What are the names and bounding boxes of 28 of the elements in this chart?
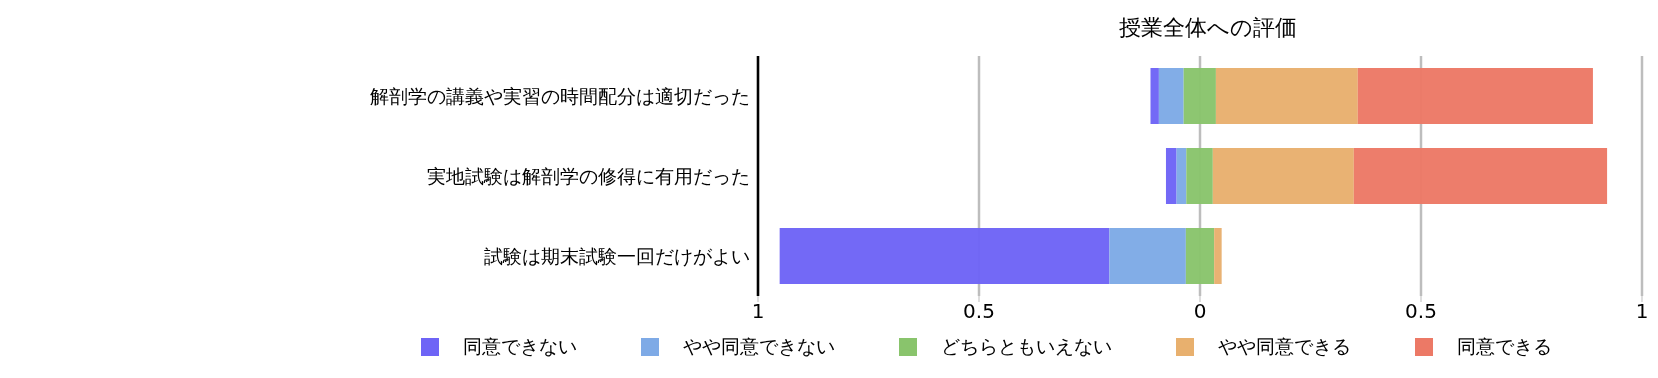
bar bbox=[1185, 228, 1215, 284]
bar bbox=[1214, 228, 1222, 284]
bar bbox=[1158, 68, 1184, 124]
bar bbox=[1186, 148, 1213, 204]
x-tick-label: 1 bbox=[1635, 299, 1649, 324]
y-tick-label: 実地試験は解剖学の修得に有用だった bbox=[427, 164, 750, 187]
x-tick-label: 0.5 bbox=[1405, 299, 1437, 324]
legend-label: やや同意できる bbox=[1217, 334, 1351, 359]
x-tick-label: 0 bbox=[1193, 299, 1207, 324]
legend-label: 同意できる bbox=[1456, 334, 1552, 359]
x-tick-label: 1 bbox=[751, 299, 765, 324]
bar bbox=[1357, 68, 1593, 124]
legend-label: 同意できない bbox=[462, 334, 577, 359]
bar bbox=[1183, 68, 1216, 124]
chart-title: 授業全体への評価 bbox=[1118, 14, 1298, 42]
bar bbox=[779, 228, 1110, 284]
bar bbox=[1176, 148, 1187, 204]
bar bbox=[1109, 228, 1186, 284]
x-tick-label: 0.5 bbox=[963, 299, 995, 324]
bar bbox=[1165, 148, 1177, 204]
bar bbox=[1212, 148, 1354, 204]
legend-label: やや同意できない bbox=[682, 334, 835, 359]
bar bbox=[1353, 148, 1608, 204]
y-tick-label: 解剖学の講義や実習の時間配分は適切だった bbox=[370, 84, 750, 107]
legend-label: どちらともいえない bbox=[940, 334, 1112, 359]
bar bbox=[1215, 68, 1358, 124]
y-tick-label: 試験は期末試験一回だけがよい bbox=[484, 244, 750, 267]
bar bbox=[1150, 68, 1159, 124]
